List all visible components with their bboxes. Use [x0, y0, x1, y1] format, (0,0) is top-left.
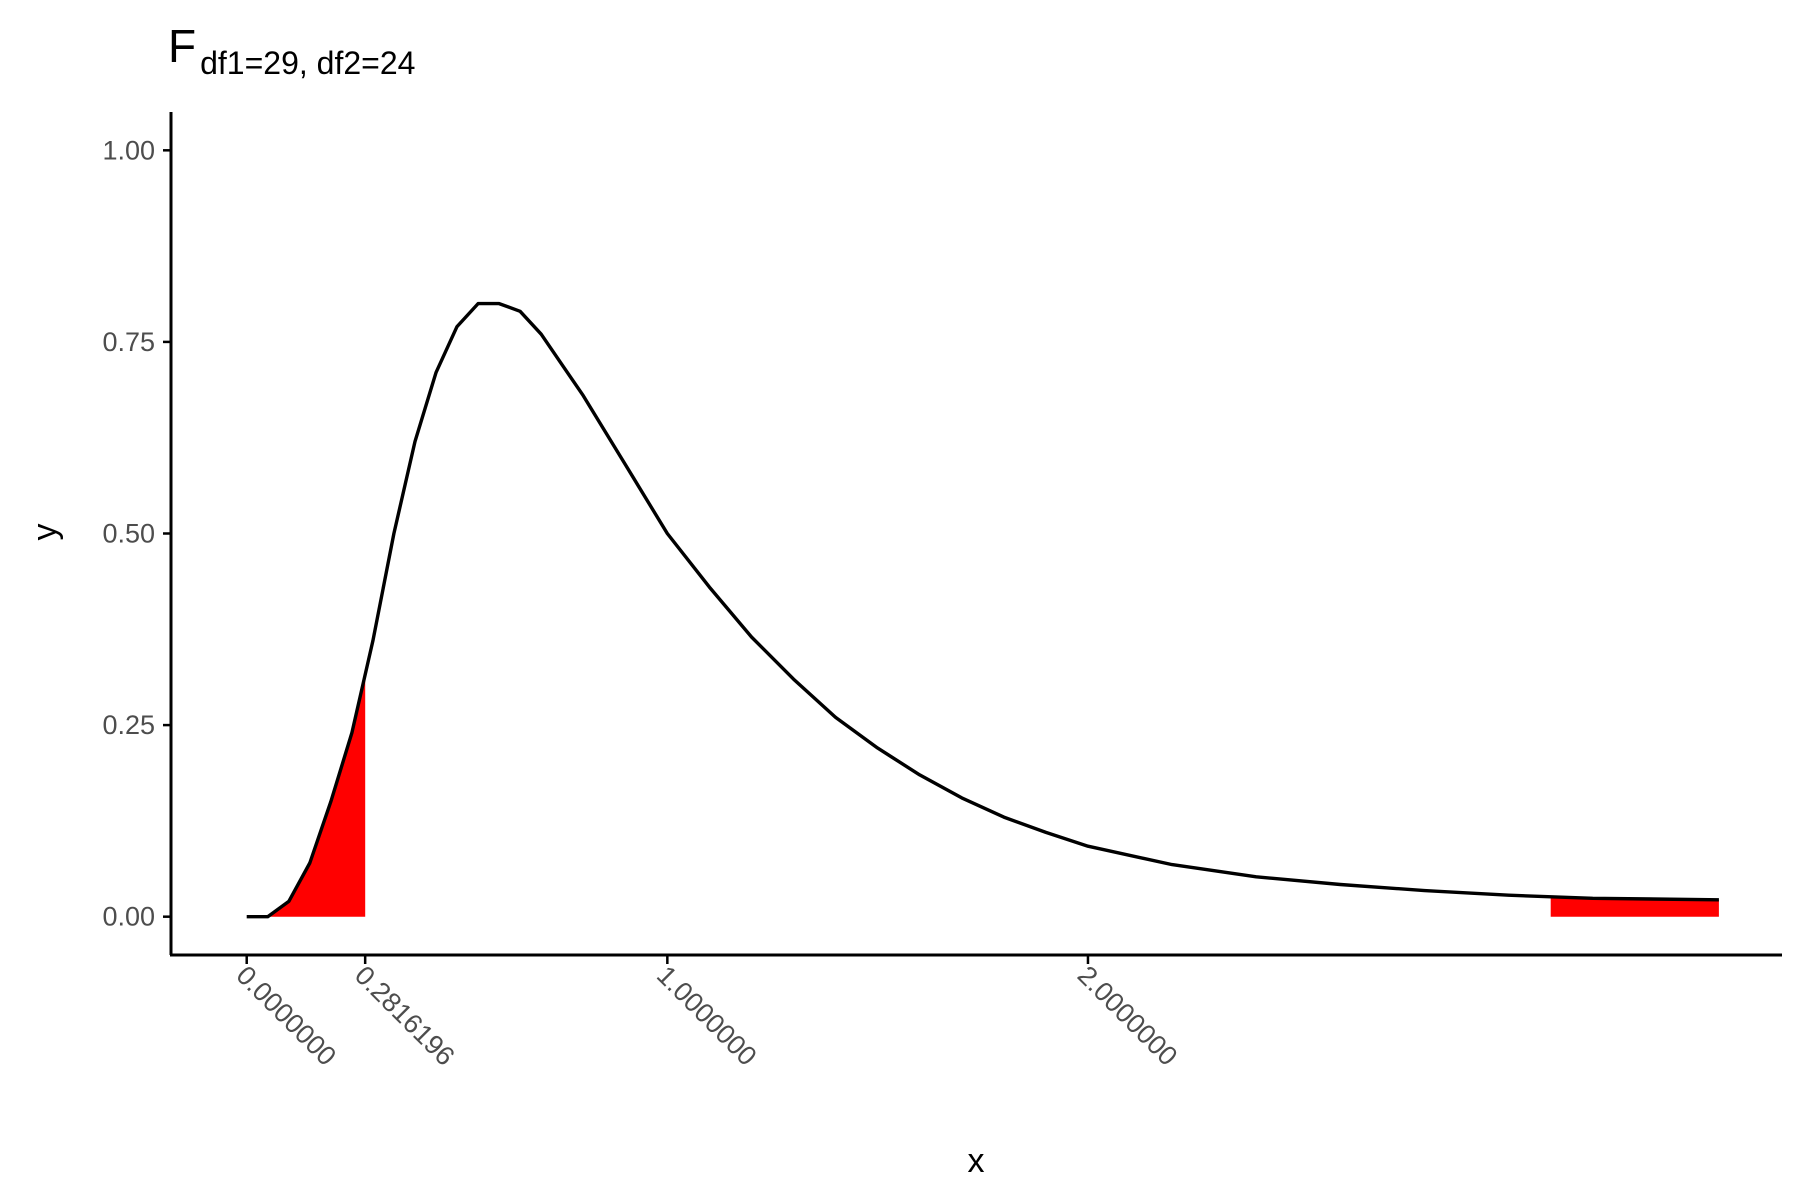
y-tick-label: 0.75	[102, 327, 155, 357]
y-tick-label: 0.50	[102, 519, 155, 549]
y-tick-label: 1.00	[102, 135, 155, 165]
density-curve	[246, 301, 1719, 919]
x-axis-title: x	[968, 1142, 985, 1180]
y-axis-title: y	[26, 524, 64, 541]
shaded-region-lower-tail	[246, 674, 366, 917]
y-tick-label: 0.00	[102, 902, 155, 932]
x-tick-label: 2.0000000	[1072, 960, 1183, 1071]
chart-title-subscript: df1=29, df2=24	[200, 45, 415, 81]
x-tick-label: 0.2816196	[349, 960, 460, 1071]
chart-title: F df1=29, df2=24	[168, 20, 415, 81]
chart-title-main: F	[168, 20, 196, 72]
x-axis-ticks: 0.0000000 0.2816196 1.0000000 2.0000000	[230, 955, 1183, 1071]
x-tick-label: 1.0000000	[651, 960, 762, 1071]
x-tick-label: 0.0000000	[230, 960, 341, 1071]
shaded-tail-regions	[246, 674, 1719, 917]
y-axis-ticks: 0.00 0.25 0.50 0.75 1.00	[102, 135, 171, 932]
shaded-region-upper-tail	[1550, 896, 1719, 917]
y-tick-label: 0.25	[102, 710, 155, 740]
